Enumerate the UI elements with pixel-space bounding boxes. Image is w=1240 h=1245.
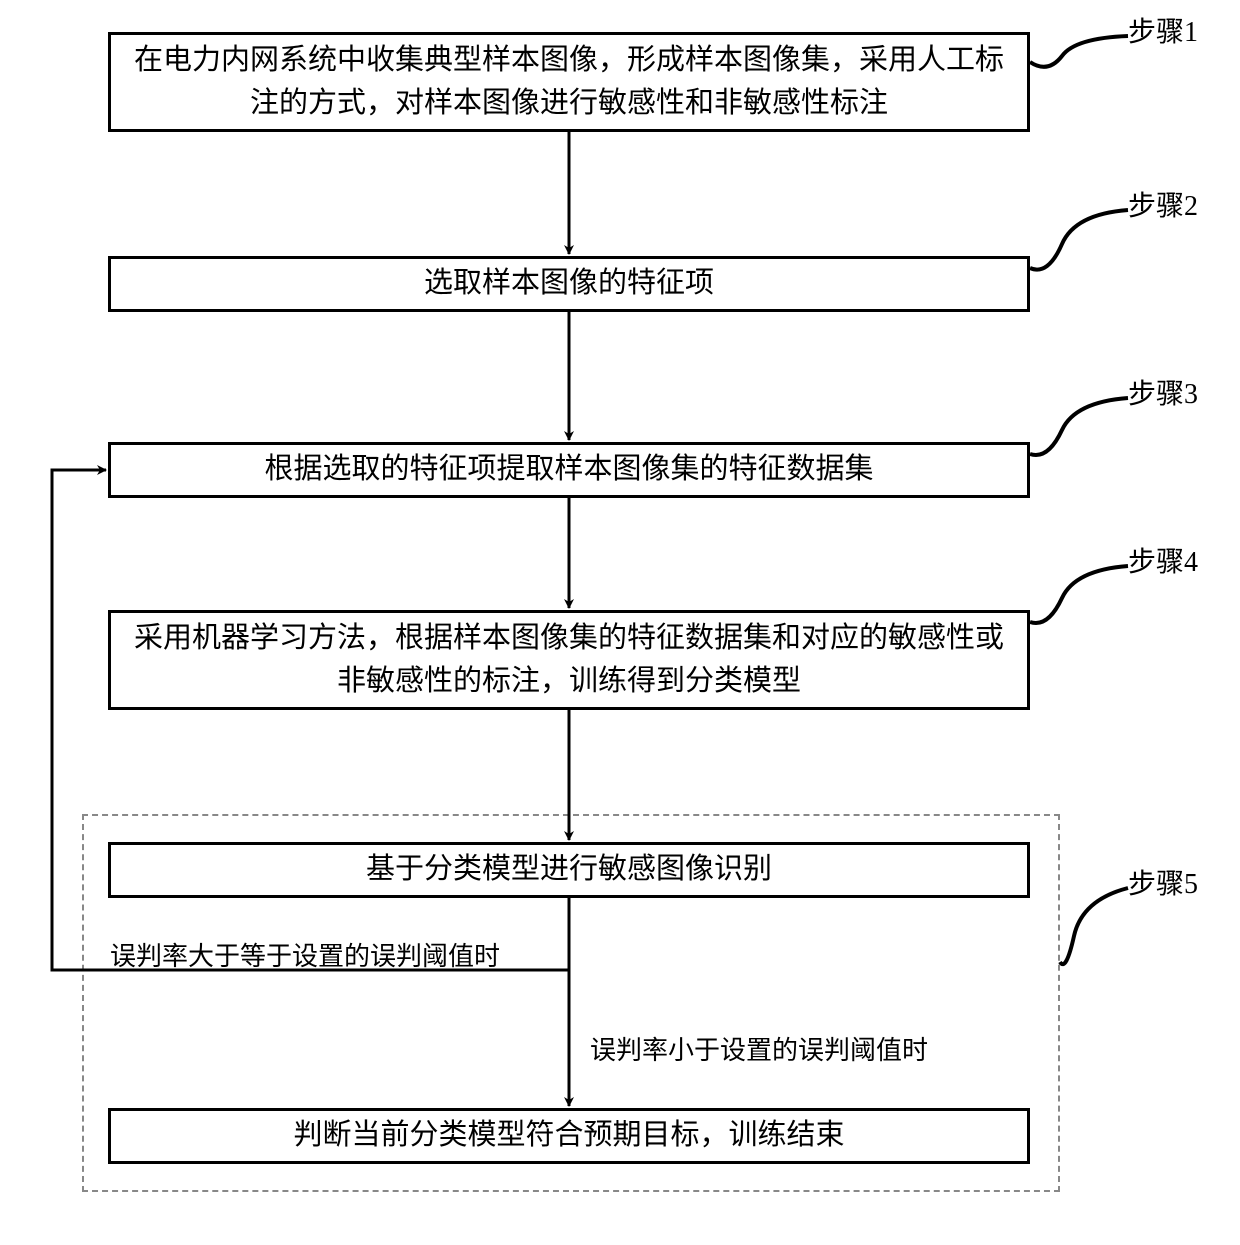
node-step2-text: 选取样本图像的特征项 bbox=[424, 262, 714, 306]
step-label-5: 步骤5 bbox=[1128, 862, 1198, 902]
step-label-3: 步骤3 bbox=[1128, 372, 1198, 412]
node-step1: 在电力内网系统中收集典型样本图像，形成样本图像集，采用人工标注的方式，对样本图像… bbox=[108, 32, 1030, 132]
edge-label-pass: 误判率小于设置的误判阈值时 bbox=[590, 1030, 928, 1067]
step-curve-2 bbox=[1030, 210, 1128, 270]
edge-label-loop: 误判率大于等于设置的误判阈值时 bbox=[110, 936, 500, 973]
node-step2: 选取样本图像的特征项 bbox=[108, 256, 1030, 312]
node-step4-text: 采用机器学习方法，根据样本图像集的特征数据集和对应的敏感性或非敏感性的标注，训练… bbox=[131, 617, 1007, 704]
step-label-4: 步骤4 bbox=[1128, 540, 1198, 580]
node-step5a-text: 基于分类模型进行敏感图像识别 bbox=[366, 848, 772, 892]
node-step5b: 判断当前分类模型符合预期目标，训练结束 bbox=[108, 1108, 1030, 1164]
node-step4: 采用机器学习方法，根据样本图像集的特征数据集和对应的敏感性或非敏感性的标注，训练… bbox=[108, 610, 1030, 710]
step-curve-1 bbox=[1030, 36, 1128, 67]
step-curve-5 bbox=[1060, 888, 1128, 964]
step-label-2: 步骤2 bbox=[1128, 184, 1198, 224]
node-step5a: 基于分类模型进行敏感图像识别 bbox=[108, 842, 1030, 898]
node-step3: 根据选取的特征项提取样本图像集的特征数据集 bbox=[108, 442, 1030, 498]
step-label-1: 步骤1 bbox=[1128, 10, 1198, 50]
step-curve-3 bbox=[1030, 398, 1128, 455]
node-step1-text: 在电力内网系统中收集典型样本图像，形成样本图像集，采用人工标注的方式，对样本图像… bbox=[131, 39, 1007, 126]
node-step3-text: 根据选取的特征项提取样本图像集的特征数据集 bbox=[264, 448, 873, 492]
step-curve-4 bbox=[1030, 566, 1128, 623]
flowchart-canvas: 在电力内网系统中收集典型样本图像，形成样本图像集，采用人工标注的方式，对样本图像… bbox=[0, 0, 1240, 1245]
node-step5b-text: 判断当前分类模型符合预期目标，训练结束 bbox=[293, 1114, 844, 1158]
